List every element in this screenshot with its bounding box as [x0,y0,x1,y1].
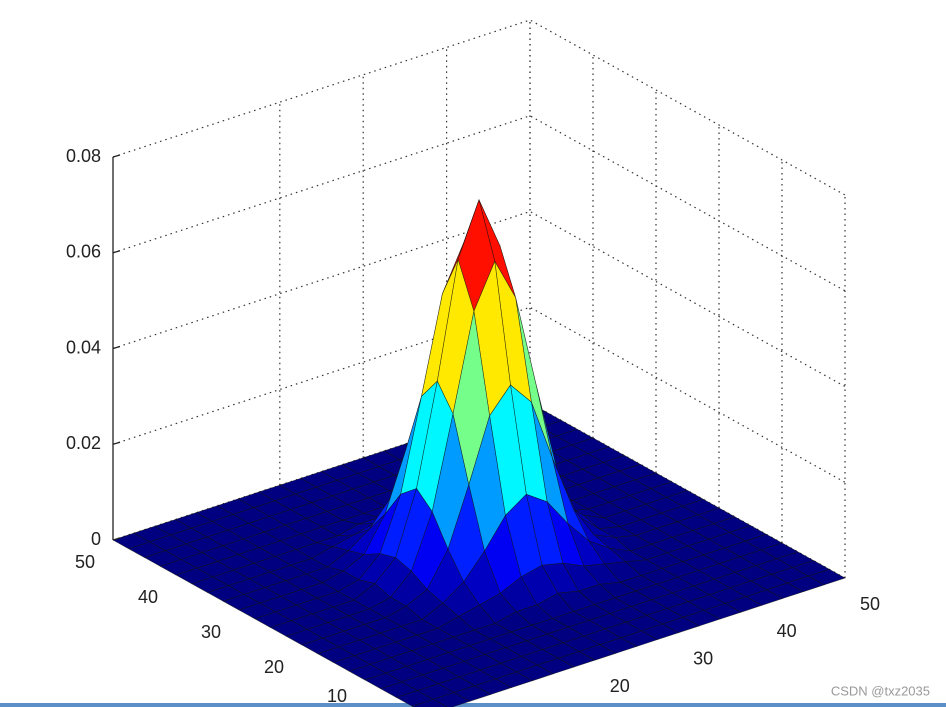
x-tick-label: 30 [693,649,713,669]
y-tick-label: 40 [138,587,158,607]
z-tick [112,154,121,158]
grid-line [112,19,846,196]
x-tick-label: 20 [610,676,630,696]
z-tick [112,345,121,350]
z-tick-label: 0.08 [66,146,101,166]
y-tick-label: 10 [327,686,347,706]
y-tick-label: 50 [75,552,95,572]
z-tick-label: 0 [91,529,101,549]
x-tick-label: 40 [777,621,797,641]
watermark: CSDN @txz2035 [831,683,930,698]
z-tick [112,537,121,541]
y-tick-label: 30 [201,622,221,642]
surface-patch [411,699,448,707]
y-tick-label: 20 [264,657,284,677]
z-tick-label: 0.06 [66,242,101,262]
x-tick-label: 50 [860,594,880,614]
z-tick-label: 0.04 [66,337,101,357]
z-tick [112,250,121,254]
z-tick-label: 0.02 [66,433,101,453]
z-tick [112,441,121,445]
window-edge [0,703,946,707]
